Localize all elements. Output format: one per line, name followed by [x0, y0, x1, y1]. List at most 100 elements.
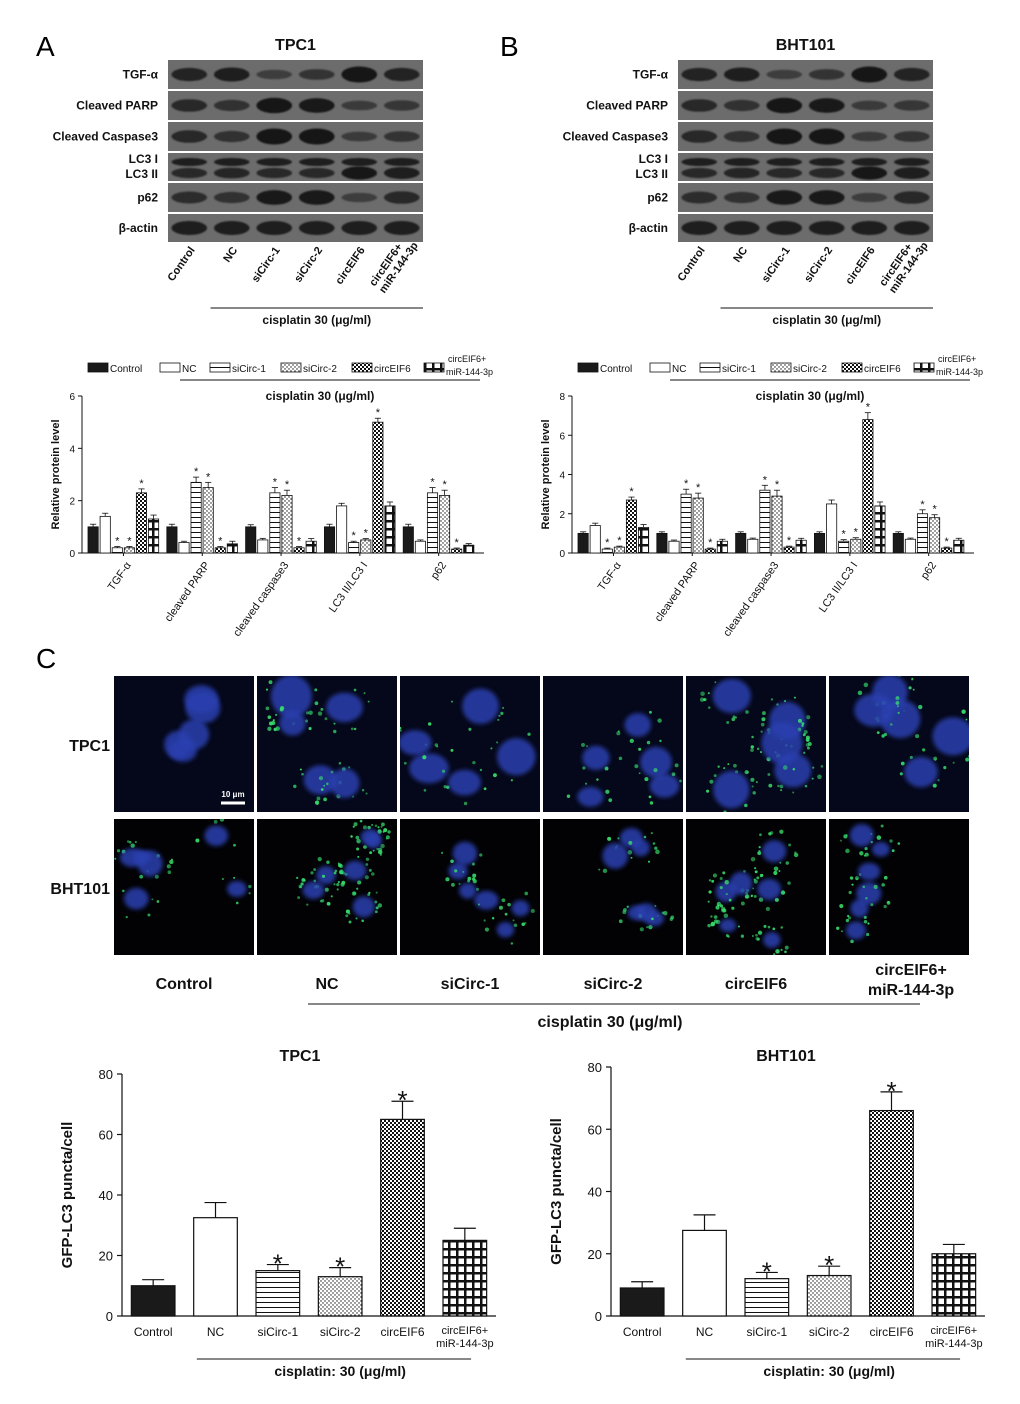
blot-band — [256, 69, 293, 80]
significance-star: * — [139, 478, 144, 490]
y-axis-label: Relative protein level — [540, 419, 552, 529]
blot-lane-label: circEIF6+miR-144-3p — [367, 233, 421, 296]
x-category-label: TGF-α — [596, 559, 625, 593]
significance-star: * — [397, 1085, 407, 1115]
gfp-puncta — [299, 768, 302, 771]
gfp-puncta — [727, 763, 730, 766]
nucleus — [854, 693, 894, 727]
x-category-label: miR-144-3p — [925, 1338, 982, 1350]
blot-band — [171, 191, 208, 204]
gfp-puncta — [647, 860, 651, 863]
gfp-puncta — [753, 879, 758, 884]
nucleus — [185, 692, 221, 724]
gfp-puncta — [304, 719, 308, 723]
gfp-puncta — [855, 878, 859, 881]
nucleus — [871, 841, 890, 857]
blot-band — [298, 221, 335, 235]
gfp-puncta — [496, 741, 499, 744]
gfp-puncta — [712, 873, 717, 878]
y-tick-label: 20 — [588, 1247, 602, 1262]
gfp-puncta — [864, 846, 868, 851]
gfp-puncta — [770, 698, 774, 701]
blot-band — [256, 221, 293, 235]
y-tick-label: 60 — [99, 1128, 113, 1143]
treatment-label: cisplatin 30 (μg/ml) — [266, 389, 375, 403]
gfp-puncta — [450, 748, 454, 752]
blot-band — [723, 167, 760, 179]
legend-label: Control — [600, 364, 632, 375]
gfp-puncta — [793, 696, 796, 699]
gfp-puncta — [355, 917, 358, 920]
significance-star: * — [763, 474, 768, 486]
gfp-puncta — [359, 819, 363, 823]
bar — [826, 503, 838, 554]
gfp-puncta — [596, 778, 599, 781]
y-tick-label: 2 — [69, 497, 75, 508]
gfp-puncta — [507, 902, 511, 907]
blot-band — [341, 100, 378, 111]
blot-band — [851, 158, 888, 166]
gfp-puncta — [300, 882, 304, 886]
gfp-puncta — [434, 743, 439, 747]
nucleus — [316, 865, 336, 885]
gfp-puncta — [483, 919, 486, 922]
gfp-puncta — [780, 926, 783, 929]
gfp-puncta — [976, 749, 980, 753]
gfp-puncta — [616, 731, 621, 736]
micro-background — [686, 676, 826, 812]
bar — [384, 505, 396, 554]
gfp-puncta — [265, 706, 270, 711]
blot-band — [808, 221, 845, 235]
blot-strip-shade — [168, 60, 423, 89]
bar — [402, 526, 414, 554]
gfp-puncta — [780, 948, 783, 951]
blot-band — [341, 131, 378, 142]
bar — [463, 544, 475, 554]
significance-star: * — [775, 479, 780, 491]
gfp-puncta — [932, 783, 937, 788]
blot-band — [808, 158, 845, 166]
nucleus — [496, 738, 536, 776]
bar — [916, 513, 929, 554]
micro-content — [114, 817, 252, 919]
gfp-puncta — [845, 848, 850, 854]
significance-star: * — [945, 536, 950, 548]
gfp-puncta — [356, 847, 360, 851]
gfp-puncta — [715, 919, 721, 925]
gfp-puncta — [759, 833, 762, 837]
gfp-puncta — [768, 783, 773, 788]
gfp-puncta — [785, 861, 790, 865]
micro-content — [836, 823, 901, 944]
gfp-puncta — [221, 817, 223, 819]
gfp-puncta — [171, 858, 173, 861]
blot-band — [171, 99, 208, 112]
gfp-puncta — [628, 840, 633, 845]
gfp-puncta — [491, 917, 495, 920]
gfp-puncta — [367, 825, 371, 830]
significance-star: * — [297, 535, 302, 547]
gfp-puncta — [195, 838, 200, 843]
gfp-puncta — [876, 835, 882, 840]
gfp-puncta — [348, 920, 352, 924]
gfp-puncta — [708, 890, 712, 894]
gfp-puncta — [820, 765, 824, 768]
gfp-puncta — [333, 871, 337, 875]
x-category-label: p62 — [919, 560, 939, 582]
gfp-puncta — [333, 722, 336, 725]
gfp-puncta — [862, 885, 866, 889]
gfp-puncta — [357, 880, 362, 885]
significance-star: * — [127, 535, 132, 547]
gfp-puncta — [758, 897, 764, 902]
nucleus — [763, 931, 781, 948]
gfp-puncta — [761, 717, 766, 722]
gfp-puncta — [320, 788, 324, 791]
nucleus — [849, 823, 874, 847]
blot-band — [723, 130, 760, 143]
bar — [656, 532, 668, 554]
micro-content — [440, 841, 535, 945]
bar-chart-b: Control NC siCirc-1 siCirc-2 circEIF6 circEIF… — [540, 354, 983, 639]
blot-band — [851, 131, 888, 142]
gfp-puncta — [651, 917, 654, 921]
gfp-puncta — [333, 729, 337, 734]
legend-swatch — [913, 362, 935, 373]
